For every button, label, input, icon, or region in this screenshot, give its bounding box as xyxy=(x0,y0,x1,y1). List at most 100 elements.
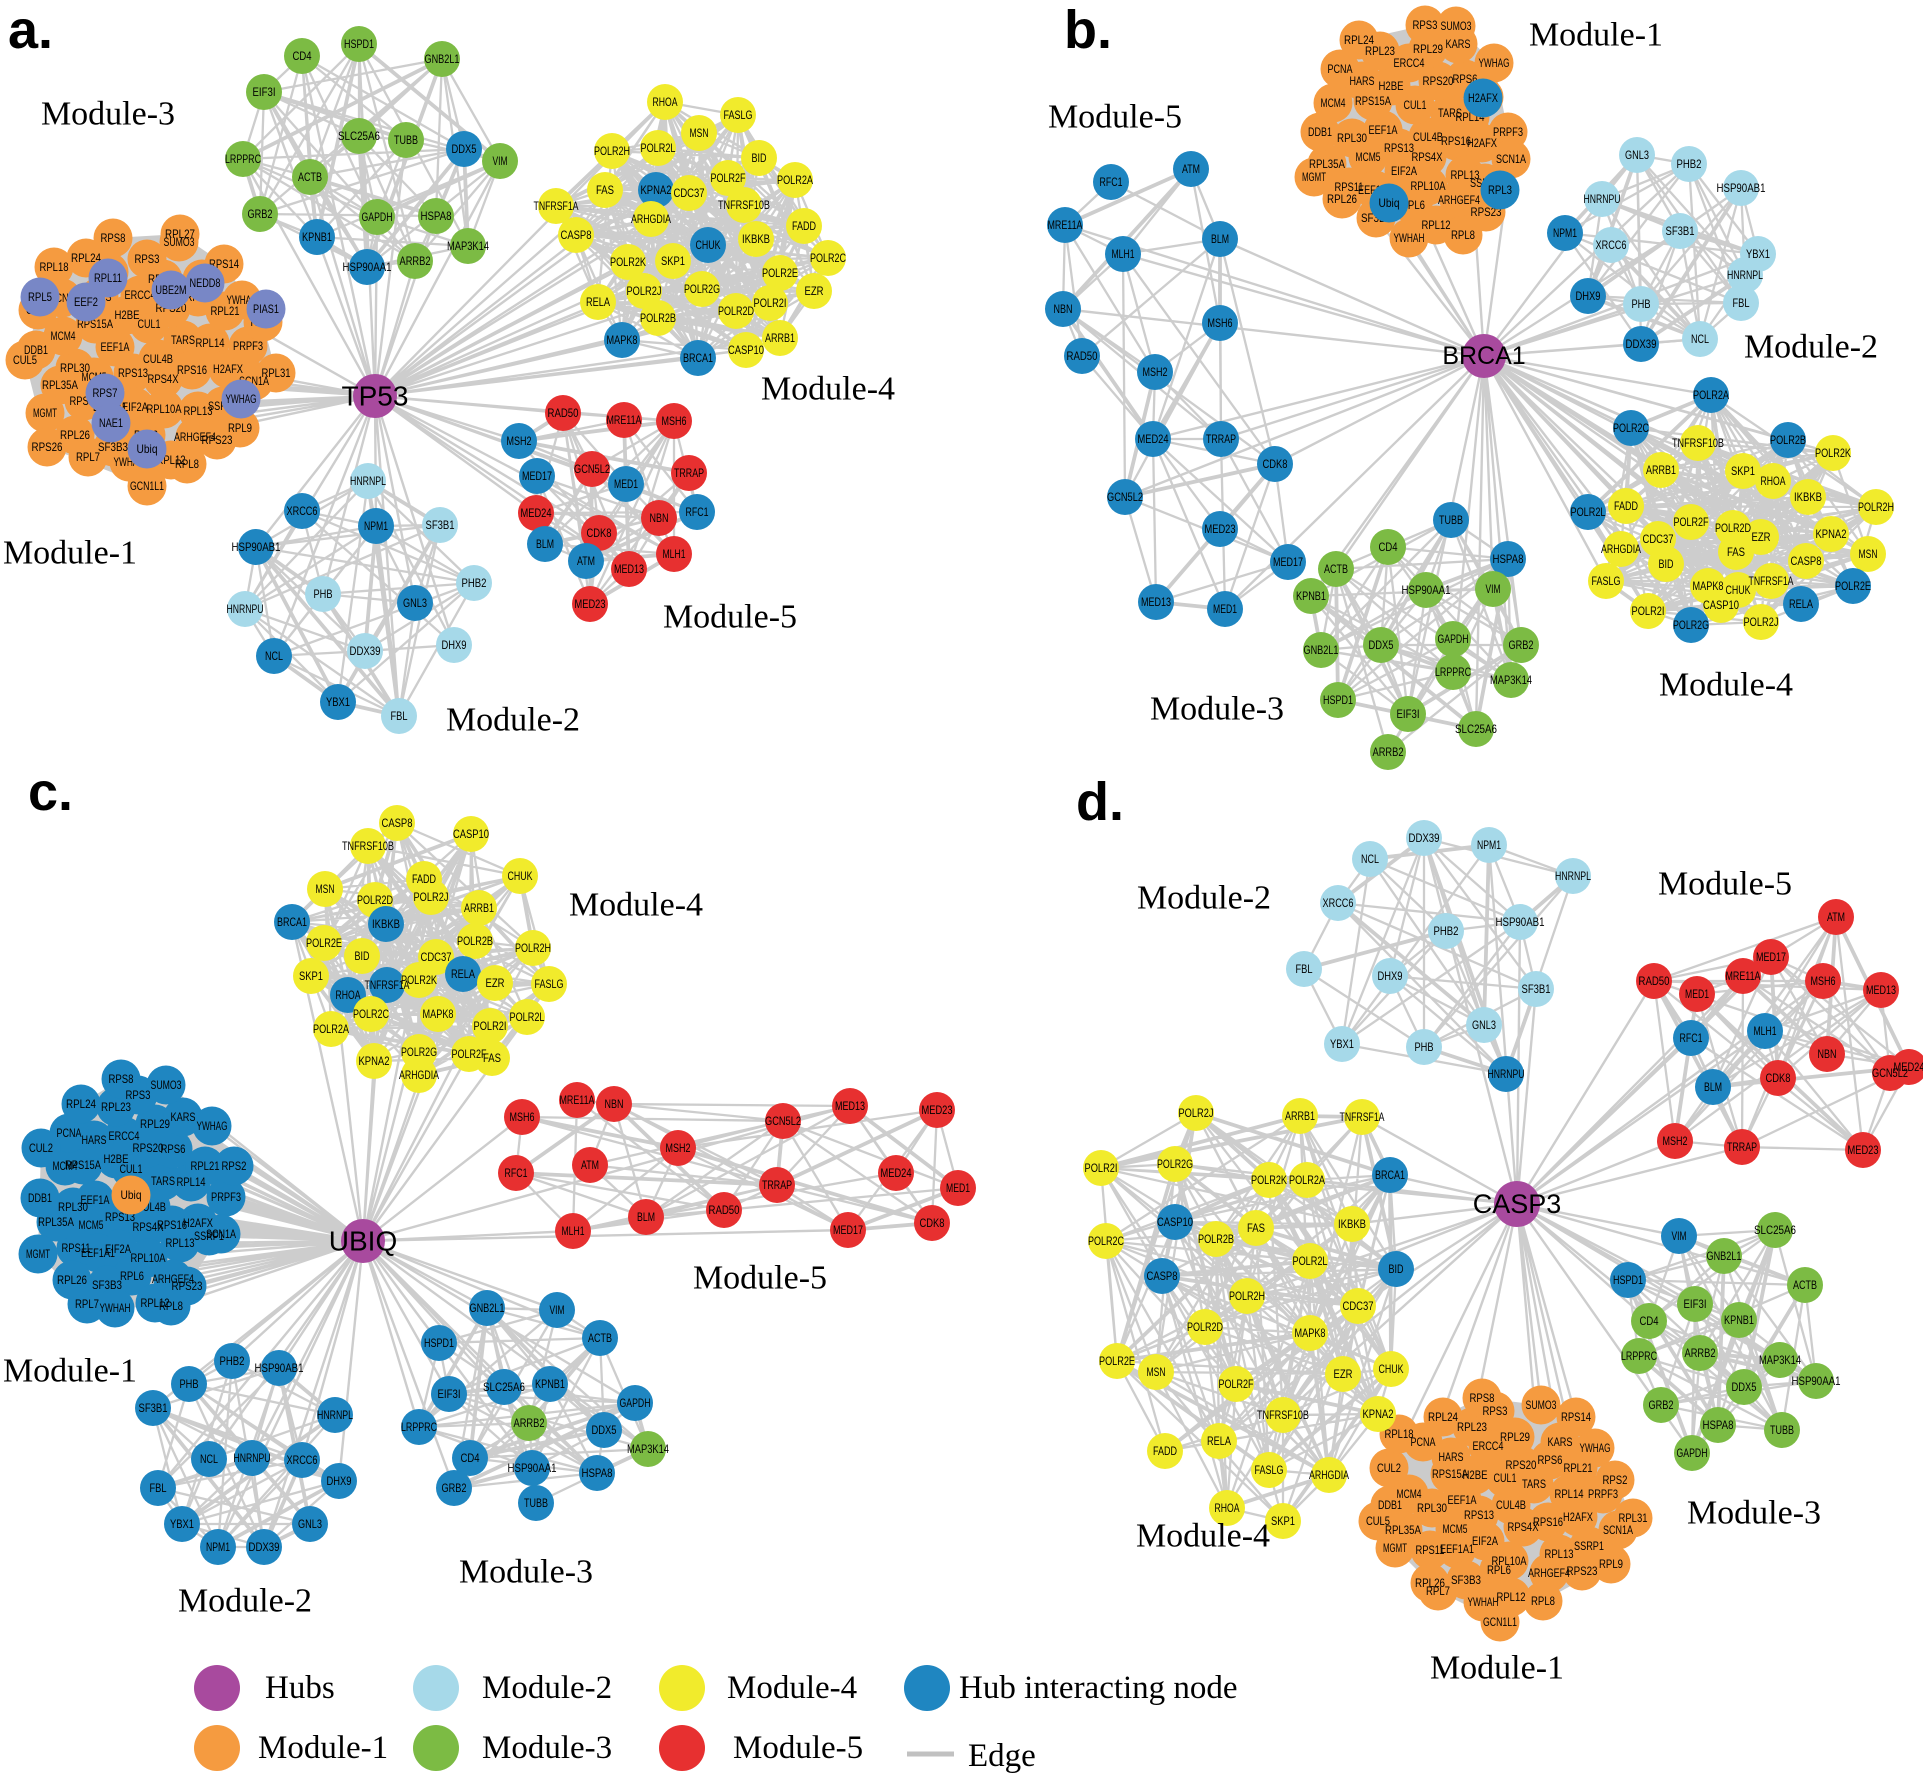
svg-text:POLR2H: POLR2H xyxy=(1229,1289,1265,1303)
svg-text:MAPK8: MAPK8 xyxy=(423,1007,454,1021)
svg-text:RPL24: RPL24 xyxy=(71,251,101,265)
svg-text:PCNA: PCNA xyxy=(1328,62,1353,76)
svg-text:RPS16: RPS16 xyxy=(157,1218,187,1232)
svg-text:EEF1A1: EEF1A1 xyxy=(81,1246,115,1260)
svg-text:NPM1: NPM1 xyxy=(1553,226,1577,240)
svg-text:ARHGEF4: ARHGEF4 xyxy=(1438,193,1480,207)
svg-text:Module-2: Module-2 xyxy=(1744,329,1878,366)
svg-text:POLR2C: POLR2C xyxy=(353,1007,389,1021)
svg-text:POLR2G: POLR2G xyxy=(1157,1157,1193,1171)
svg-text:RPS23: RPS23 xyxy=(172,1279,203,1293)
svg-text:PRPF3: PRPF3 xyxy=(1588,1487,1618,1501)
svg-text:HSPA8: HSPA8 xyxy=(1703,1418,1734,1432)
svg-text:Module-2: Module-2 xyxy=(178,1583,312,1620)
svg-text:RPS6: RPS6 xyxy=(1538,1453,1563,1467)
svg-text:DHX9: DHX9 xyxy=(1576,289,1601,303)
svg-text:POLR2E: POLR2E xyxy=(306,936,342,950)
svg-text:MED24: MED24 xyxy=(881,1166,912,1180)
svg-text:XRCC6: XRCC6 xyxy=(1323,896,1354,910)
svg-text:Module-4: Module-4 xyxy=(1136,1518,1270,1555)
svg-text:POLR2D: POLR2D xyxy=(1187,1320,1223,1334)
svg-text:HSPD1: HSPD1 xyxy=(1323,693,1353,707)
svg-text:MED23: MED23 xyxy=(1848,1143,1879,1157)
svg-text:ATM: ATM xyxy=(581,1158,599,1172)
svg-text:EZR: EZR xyxy=(805,284,824,298)
svg-text:FADD: FADD xyxy=(412,872,436,886)
svg-text:RPL35A: RPL35A xyxy=(42,378,78,392)
svg-text:TRRAP: TRRAP xyxy=(1727,1140,1757,1154)
svg-text:MLH1: MLH1 xyxy=(1112,247,1135,261)
svg-text:CUL4B: CUL4B xyxy=(1496,1498,1526,1512)
svg-text:NBN: NBN xyxy=(605,1097,624,1111)
svg-text:IKBKB: IKBKB xyxy=(742,232,770,246)
svg-text:Module-4: Module-4 xyxy=(569,887,703,924)
svg-text:YWHAG: YWHAG xyxy=(197,1119,228,1133)
svg-text:RPL9: RPL9 xyxy=(1599,1557,1623,1571)
svg-text:GCN5L2: GCN5L2 xyxy=(1107,490,1143,504)
svg-text:EIF3I: EIF3I xyxy=(438,1387,461,1401)
svg-text:RPL21: RPL21 xyxy=(191,1159,220,1173)
svg-text:CUL2: CUL2 xyxy=(1377,1461,1401,1475)
svg-text:PHB: PHB xyxy=(314,587,333,601)
svg-text:MED23: MED23 xyxy=(1205,522,1236,536)
svg-text:POLR2E: POLR2E xyxy=(762,266,798,280)
svg-text:Module-1: Module-1 xyxy=(258,1730,388,1766)
svg-text:PHB2: PHB2 xyxy=(462,576,487,590)
svg-text:NBN: NBN xyxy=(1054,302,1073,316)
svg-text:SKP1: SKP1 xyxy=(661,254,685,268)
svg-text:RPS20: RPS20 xyxy=(1423,74,1454,88)
svg-text:EIF3I: EIF3I xyxy=(1397,707,1420,721)
svg-text:POLR2D: POLR2D xyxy=(1715,521,1751,535)
svg-text:YWHAH: YWHAH xyxy=(1394,231,1425,245)
svg-text:POLR2I: POLR2I xyxy=(1085,1161,1118,1175)
svg-text:BLM: BLM xyxy=(637,1210,655,1224)
svg-text:ATM: ATM xyxy=(577,554,595,568)
svg-text:Module-2: Module-2 xyxy=(1137,880,1271,917)
svg-text:MED23: MED23 xyxy=(922,1103,953,1117)
svg-text:ATM: ATM xyxy=(1182,162,1200,176)
svg-text:NBN: NBN xyxy=(650,511,669,525)
svg-text:ARHGEF4: ARHGEF4 xyxy=(1528,1566,1570,1580)
svg-text:HARS: HARS xyxy=(1350,74,1375,88)
svg-text:RPS11: RPS11 xyxy=(1335,180,1364,194)
svg-text:RPS15A: RPS15A xyxy=(1432,1467,1468,1481)
svg-text:RPS7: RPS7 xyxy=(93,386,118,400)
svg-text:TUBB: TUBB xyxy=(394,133,418,147)
svg-text:RPL7: RPL7 xyxy=(1426,1584,1450,1598)
svg-text:ARHGEF4: ARHGEF4 xyxy=(174,430,216,444)
svg-text:DHX9: DHX9 xyxy=(1378,969,1403,983)
svg-text:TUBB: TUBB xyxy=(1439,513,1463,527)
svg-text:ARRB1: ARRB1 xyxy=(1285,1109,1315,1123)
svg-text:TNFRSF10B: TNFRSF10B xyxy=(342,839,394,853)
svg-text:SLC25A6: SLC25A6 xyxy=(1754,1223,1796,1237)
svg-text:MED13: MED13 xyxy=(835,1099,865,1113)
svg-text:FASLG: FASLG xyxy=(724,108,753,122)
svg-text:HNRNPU: HNRNPU xyxy=(1488,1067,1525,1081)
svg-text:Module-3: Module-3 xyxy=(1150,691,1284,728)
svg-text:ARRB1: ARRB1 xyxy=(1646,463,1676,477)
svg-text:POLR2J: POLR2J xyxy=(1179,1106,1214,1120)
svg-text:MAP3K14: MAP3K14 xyxy=(627,1442,669,1456)
svg-text:RPL13: RPL13 xyxy=(1545,1547,1574,1561)
svg-text:H2BE: H2BE xyxy=(1379,79,1404,93)
svg-text:Edge: Edge xyxy=(968,1738,1036,1774)
svg-text:KPNB1: KPNB1 xyxy=(1296,589,1326,603)
svg-text:RPL35A: RPL35A xyxy=(1309,157,1345,171)
svg-text:YBX1: YBX1 xyxy=(1746,247,1770,261)
svg-text:RPL7: RPL7 xyxy=(76,450,100,464)
svg-text:CASP8: CASP8 xyxy=(1147,1269,1178,1283)
svg-text:Module-4: Module-4 xyxy=(727,1670,857,1706)
svg-text:SF3B1: SF3B1 xyxy=(426,518,455,532)
svg-text:MED17: MED17 xyxy=(1273,555,1303,569)
svg-text:Module-3: Module-3 xyxy=(459,1554,593,1591)
svg-text:ERCC4: ERCC4 xyxy=(109,1129,140,1143)
svg-text:RPS26: RPS26 xyxy=(32,440,63,454)
svg-text:POLR2G: POLR2G xyxy=(684,282,720,296)
svg-text:RFC1: RFC1 xyxy=(1100,175,1123,189)
svg-text:TARS: TARS xyxy=(151,1174,175,1188)
svg-text:RPL26: RPL26 xyxy=(1327,192,1357,206)
svg-text:RPS2: RPS2 xyxy=(1603,1473,1628,1487)
svg-text:CUL4B: CUL4B xyxy=(1413,130,1443,144)
svg-text:PHB: PHB xyxy=(180,1377,199,1391)
svg-text:GNL3: GNL3 xyxy=(1625,148,1649,162)
